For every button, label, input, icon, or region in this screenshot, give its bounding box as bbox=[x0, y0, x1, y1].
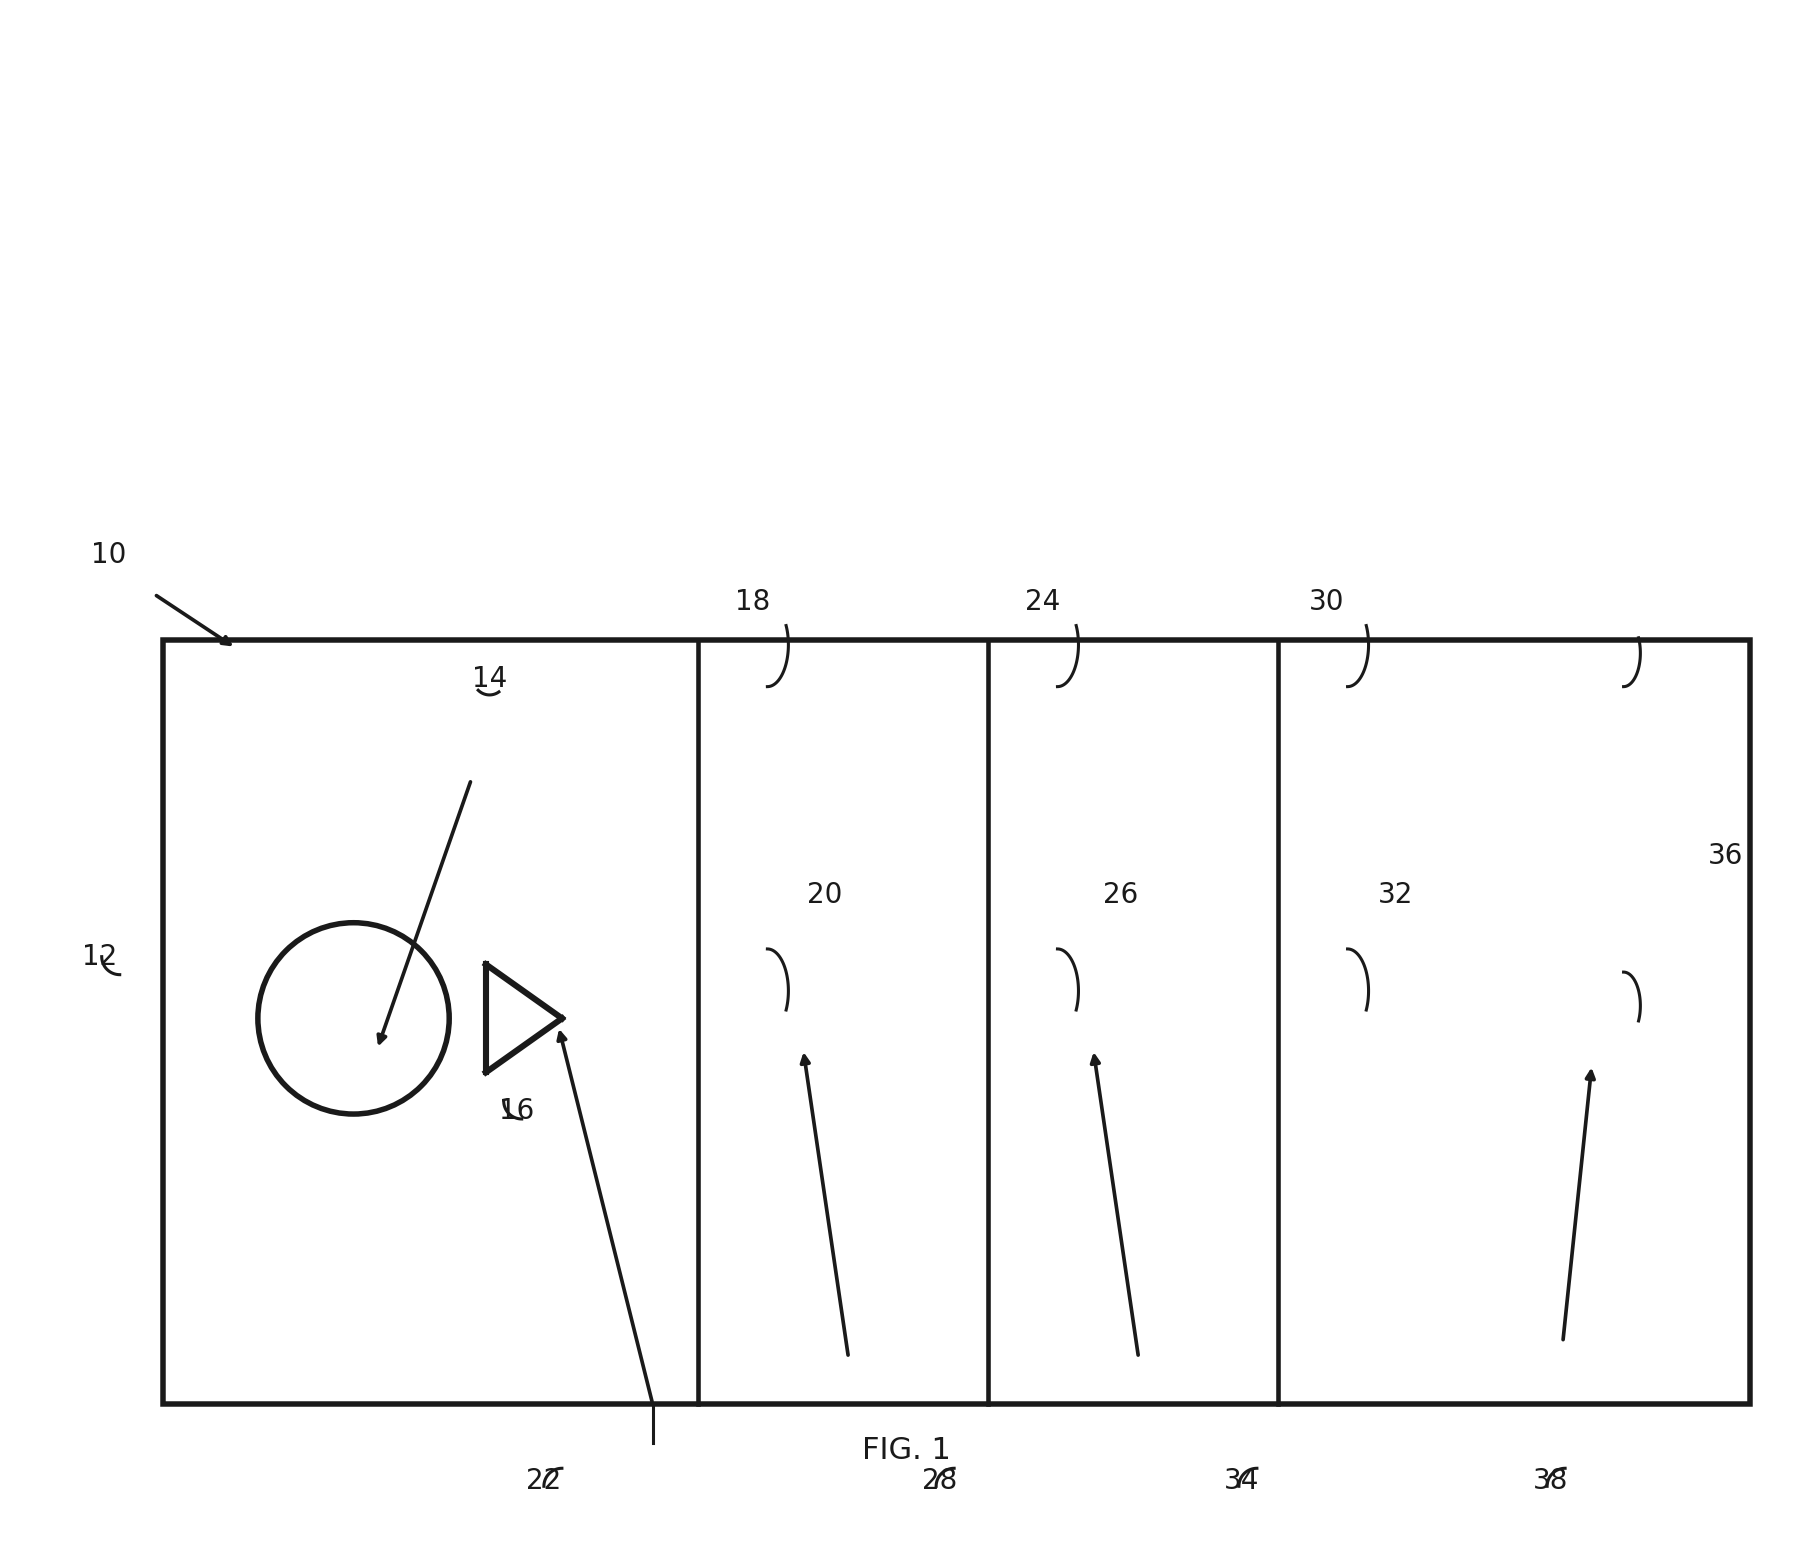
Text: 18: 18 bbox=[734, 588, 771, 616]
Text: 14: 14 bbox=[471, 665, 508, 693]
Text: 10: 10 bbox=[91, 542, 127, 569]
Text: 26: 26 bbox=[1102, 881, 1139, 909]
Text: 30: 30 bbox=[1309, 588, 1345, 616]
Text: 28: 28 bbox=[921, 1467, 957, 1495]
Text: 20: 20 bbox=[807, 881, 843, 909]
Text: 12: 12 bbox=[82, 943, 118, 971]
Text: 16: 16 bbox=[499, 1097, 535, 1125]
Text: 22: 22 bbox=[526, 1467, 562, 1495]
Bar bbox=[163, 640, 1750, 1404]
Text: 32: 32 bbox=[1378, 881, 1414, 909]
Text: 34: 34 bbox=[1224, 1467, 1260, 1495]
Text: 38: 38 bbox=[1532, 1467, 1568, 1495]
Text: 24: 24 bbox=[1024, 588, 1061, 616]
Text: FIG. 1: FIG. 1 bbox=[861, 1437, 952, 1464]
Text: 36: 36 bbox=[1708, 842, 1744, 870]
